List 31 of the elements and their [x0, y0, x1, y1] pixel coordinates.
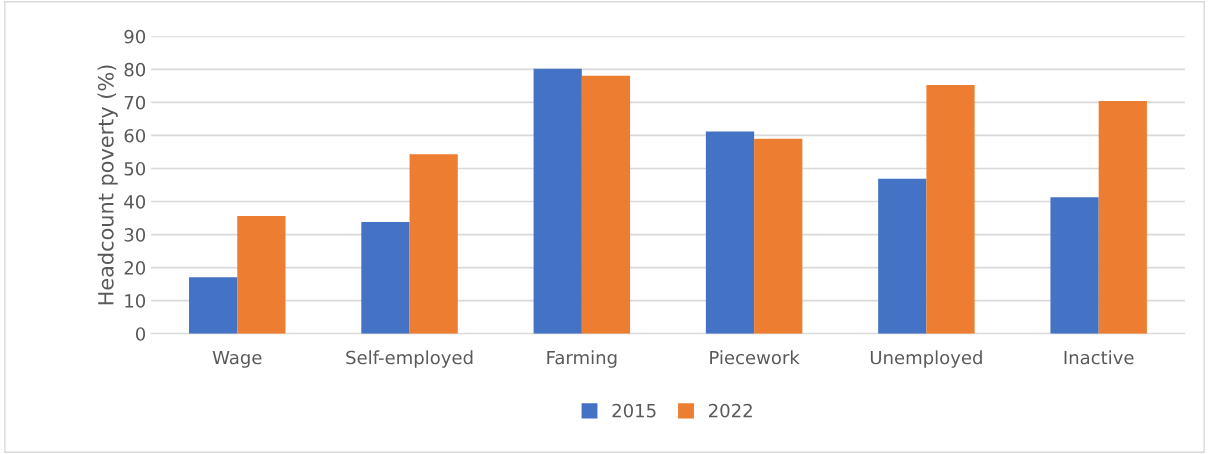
bar — [1098, 101, 1147, 334]
y-tick-label: 80 — [124, 62, 146, 77]
bar — [189, 277, 238, 334]
legend-label: 2015 — [612, 403, 656, 418]
y-axis-title: Headcount poverty (%) — [97, 65, 118, 305]
y-tick-label: 0 — [135, 327, 146, 341]
bar — [581, 75, 631, 334]
bar — [878, 178, 927, 334]
x-tick-label: Self-employed — [346, 350, 473, 368]
y-tick-label: 70 — [124, 95, 146, 110]
bar — [409, 154, 458, 334]
bar — [1050, 197, 1099, 334]
y-tick-label: 50 — [124, 161, 146, 176]
x-tick-label: Farming — [547, 350, 617, 368]
bar — [705, 131, 755, 334]
y-tick-label: 60 — [124, 128, 146, 143]
bar — [926, 84, 975, 334]
legend-label: 2022 — [709, 403, 752, 418]
y-tick-label: 90 — [124, 29, 146, 44]
x-tick-label: Inactive — [1064, 350, 1134, 365]
y-tick-label: 40 — [124, 194, 146, 209]
bar — [533, 68, 582, 334]
bar — [361, 222, 410, 334]
y-tick-label: 20 — [124, 261, 146, 275]
x-tick-label: Unemployed — [870, 350, 982, 368]
x-tick-label: Wage — [212, 350, 262, 368]
bar — [237, 216, 286, 334]
y-tick-label: 10 — [125, 294, 146, 308]
y-tick-label: 30 — [124, 228, 146, 242]
bar — [754, 138, 803, 334]
x-tick-label: Piecework — [710, 350, 800, 365]
